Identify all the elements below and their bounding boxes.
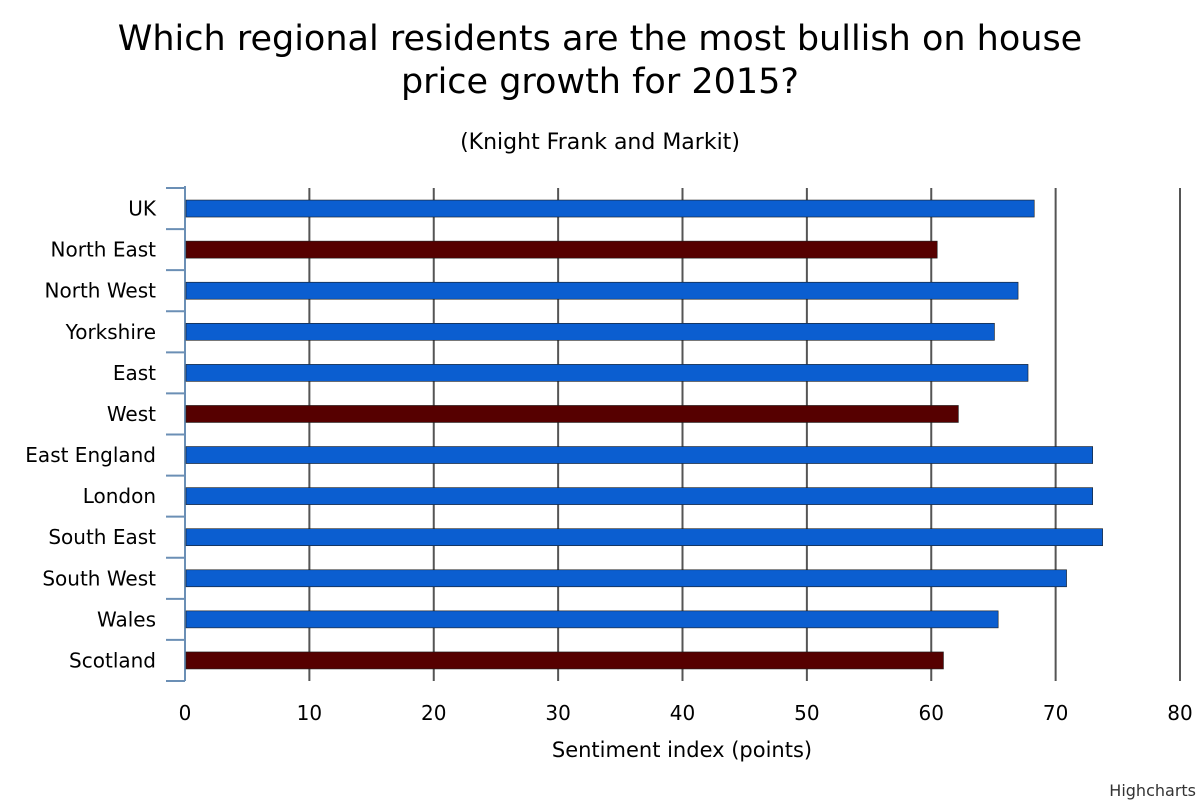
x-tick-label-60: 60 [919,701,944,725]
category-label: London [83,484,156,508]
bar-uk [185,199,1035,218]
category-label: Scotland [69,648,156,672]
chart-title-line-2: price growth for 2015? [401,62,799,102]
x-tick-label-10: 10 [297,701,322,725]
category-label: Wales [97,607,156,631]
bar-east-england [185,446,1093,464]
x-tick-label-50: 50 [794,701,819,725]
bar-north-west [185,281,1019,300]
x-tick-label-80: 80 [1167,701,1192,725]
category-labels: UK North East North West Yorkshire East West E… [25,197,157,673]
bar-wales [185,610,999,629]
bar-east [185,364,1029,382]
bar-south-east [185,528,1103,547]
x-tick-label-20: 20 [421,701,446,725]
x-tick-label-70: 70 [1043,701,1068,725]
x-tick-label-40: 40 [670,701,695,725]
bar-yorkshire [185,322,995,341]
category-label: North East [51,238,157,262]
y-axis [166,186,186,682]
bar-scotland [185,651,944,670]
x-axis-title: Sentiment index (points) [552,738,812,762]
category-label: East [113,361,156,385]
gridlines [308,188,1181,681]
bar-london [185,487,1093,505]
category-label: North West [45,279,157,303]
bar-south-west [185,569,1067,588]
credits-label[interactable]: Highcharts [1109,781,1196,800]
category-label: South East [48,525,156,549]
bar-north-east [185,240,938,259]
category-label: UK [128,197,157,221]
bar-west [185,405,959,423]
x-tick-labels: 0 10 20 30 40 50 60 70 80 [179,701,1193,725]
x-tick-label-0: 0 [179,701,192,725]
bars [185,199,1103,670]
chart-subtitle: (Knight Frank and Markit) [460,130,740,155]
category-label: East England [25,443,156,467]
x-tick-label-30: 30 [545,701,570,725]
chart-title-line-1: Which regional residents are the most bu… [118,19,1082,59]
category-label: South West [42,566,156,590]
category-label: Yorkshire [65,320,156,344]
category-label: West [107,402,156,426]
